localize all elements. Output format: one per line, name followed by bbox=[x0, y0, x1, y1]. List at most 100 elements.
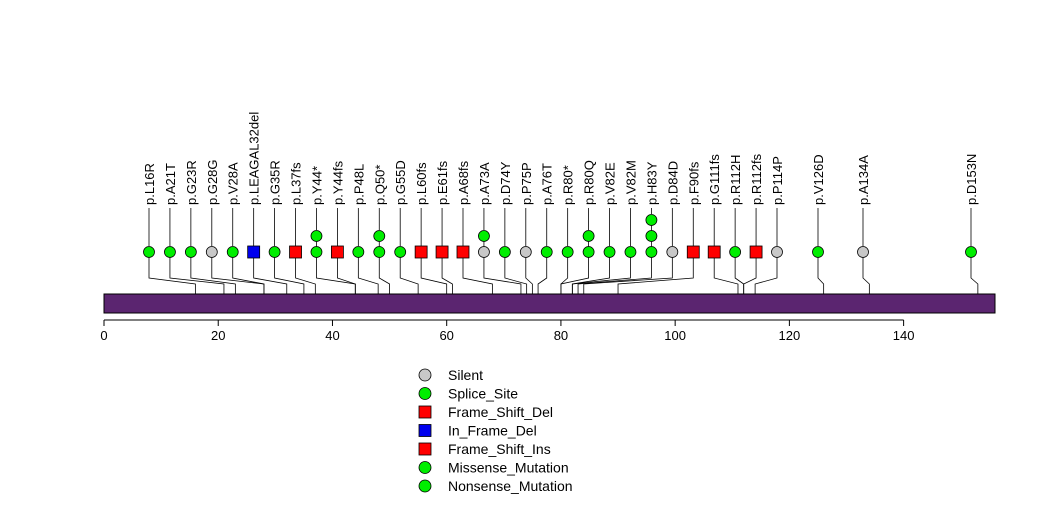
stem-lines bbox=[148, 208, 972, 252]
marker-p.G23R-1 bbox=[184, 246, 197, 258]
marker-p.A76T-1 bbox=[540, 246, 553, 258]
legend-item-frame-shift-del-swatch bbox=[418, 405, 432, 419]
marker-p.A68fs-1 bbox=[456, 245, 470, 259]
mutation-label-p.G55D: p.G55D bbox=[393, 160, 408, 205]
x-axis: 0 20 40 60 80 100 120 140 bbox=[100, 319, 914, 343]
marker-p.D74Y-1 bbox=[498, 246, 511, 258]
legend-item-silent: Silent bbox=[418, 367, 483, 383]
legend-item-frame-shift-ins: Frame_Shift_Ins bbox=[418, 441, 551, 457]
x-tick-label-120: 120 bbox=[779, 328, 801, 343]
marker-p.V28A-1 bbox=[226, 246, 239, 258]
connector-lines bbox=[148, 252, 979, 294]
protein-domain-bar bbox=[103, 293, 996, 314]
marker-p.P114P-1 bbox=[771, 246, 783, 258]
x-tick-label-100: 100 bbox=[664, 328, 686, 343]
mutation-label-p.V126D: p.V126D bbox=[811, 154, 826, 205]
marker-p.V82E-1 bbox=[603, 246, 616, 258]
marker-p.Q50*-1 bbox=[373, 246, 386, 258]
legend-item-frame-shift-ins-label: Frame_Shift_Ins bbox=[448, 441, 551, 457]
mutation-label-p.E61fs: p.E61fs bbox=[435, 160, 450, 205]
connector-p.H83Y bbox=[577, 252, 652, 294]
connector-p.F90fs bbox=[617, 252, 694, 294]
legend-item-in-frame-del: In_Frame_Del bbox=[418, 423, 537, 439]
marker-p.E61fs-1 bbox=[435, 245, 449, 259]
mutation-label-p.H83Y: p.H83Y bbox=[644, 161, 659, 205]
marker-p.L60fs-1 bbox=[414, 245, 428, 259]
connector-p.A134A bbox=[862, 252, 870, 294]
mutation-label-p.F90fs: p.F90fs bbox=[686, 161, 701, 205]
marker-p.L37fs-1 bbox=[289, 245, 302, 259]
marker-p.D153N-1 bbox=[965, 246, 977, 258]
connector-p.A21T bbox=[169, 252, 225, 294]
mutation-label-p.A76T: p.A76T bbox=[540, 163, 555, 205]
x-tick-label-40: 40 bbox=[325, 328, 339, 343]
mutation-labels: p.L16R p.A21T p.G23R p.G28G p.V28A p.LEAGAL32… bbox=[142, 112, 979, 205]
mutation-label-p.P48L: p.P48L bbox=[351, 164, 366, 205]
marker-p.R80Q-1 bbox=[582, 246, 595, 258]
marker-p.R112fs-1 bbox=[749, 245, 763, 259]
mutation-label-p.L37fs: p.L37fs bbox=[289, 162, 304, 205]
legend-item-in-frame-del-label: In_Frame_Del bbox=[448, 423, 537, 439]
mutation-label-p.G111fs: p.G111fs bbox=[707, 154, 722, 205]
connector-p.E61fs bbox=[441, 252, 453, 294]
connector-p.D153N bbox=[970, 252, 979, 294]
mutation-label-p.P114P: p.P114P bbox=[770, 156, 785, 205]
connector-p.D84D bbox=[583, 252, 673, 294]
legend-item-nonsense-mutation: Nonsense_Mutation bbox=[418, 478, 573, 494]
connector-p.D74Y bbox=[504, 252, 528, 294]
connector-p.Y44fs bbox=[336, 252, 356, 294]
mutation-label-p.P75P: p.P75P bbox=[519, 162, 534, 205]
mutation-label-p.Y44*: p.Y44* bbox=[309, 166, 324, 205]
mutation-label-p.R80Q: p.R80Q bbox=[582, 160, 597, 205]
legend-item-splice-site-label: Splice_Site bbox=[448, 386, 518, 402]
mutation-label-p.D84D: p.D84D bbox=[665, 161, 680, 205]
x-tick-label-20: 20 bbox=[211, 328, 225, 343]
legend-item-nonsense-mutation-swatch bbox=[418, 479, 432, 493]
connector-p.P114P bbox=[754, 252, 778, 294]
connector-p.G35R bbox=[274, 252, 305, 294]
connector-p.R112H bbox=[734, 252, 745, 294]
connector-p.R112fs bbox=[743, 252, 757, 294]
legend-item-missense-mutation: Missense_Mutation bbox=[418, 460, 569, 476]
mutation-label-p.R112fs: p.R112fs bbox=[749, 153, 764, 205]
mutation-label-p.Y44fs: p.Y44fs bbox=[330, 160, 345, 205]
marker-p.F90fs-1 bbox=[686, 245, 700, 259]
mutation-label-p.Q50*: p.Q50* bbox=[372, 165, 387, 205]
marker-p.G55D-1 bbox=[394, 246, 407, 258]
mutation-label-p.V82M: p.V82M bbox=[623, 160, 638, 205]
legend-item-splice-site-swatch bbox=[418, 387, 432, 400]
connector-p.V82M bbox=[571, 252, 631, 294]
x-tick-label-80: 80 bbox=[554, 328, 568, 343]
marker-p.LEAGAL32del-1 bbox=[247, 245, 261, 259]
marker-p.A73A-1 bbox=[478, 246, 490, 258]
connector-p.Q50* bbox=[378, 252, 390, 294]
marker-p.G28G-1 bbox=[205, 246, 218, 258]
mutation-label-p.L16R: p.L16R bbox=[142, 163, 157, 205]
marker-p.A21T-1 bbox=[164, 246, 176, 258]
connector-p.R80* bbox=[560, 252, 569, 294]
connector-p.V28A bbox=[232, 252, 265, 294]
marker-p.D84D-1 bbox=[666, 246, 679, 258]
marker-p.A73A-2 bbox=[478, 230, 490, 242]
marker-p.A134A-1 bbox=[857, 246, 869, 258]
connector-p.G23R bbox=[190, 252, 236, 294]
legend-item-silent-swatch bbox=[418, 368, 432, 382]
marker-p.Q50*-2 bbox=[373, 230, 386, 242]
mutation-markers bbox=[143, 214, 977, 259]
connector-p.G111fs bbox=[713, 252, 739, 294]
x-tick-label-60: 60 bbox=[439, 328, 453, 343]
mutation-label-p.R112H: p.R112H bbox=[728, 155, 743, 205]
mutation-label-p.A134A: p.A134A bbox=[856, 155, 871, 205]
legend-item-in-frame-del-swatch bbox=[418, 424, 432, 437]
legend-item-frame-shift-ins-swatch bbox=[418, 442, 432, 456]
connector-p.A73A bbox=[483, 252, 522, 294]
connector-p.LEAGAL32del bbox=[253, 252, 288, 294]
legend-item-missense-mutation-label: Missense_Mutation bbox=[448, 460, 569, 476]
legend-item-silent-label: Silent bbox=[448, 367, 483, 383]
marker-p.R80Q-2 bbox=[582, 230, 595, 242]
marker-p.H83Y-1 bbox=[645, 246, 658, 258]
legend-item-nonsense-mutation-label: Nonsense_Mutation bbox=[448, 478, 573, 494]
marker-p.R112H-1 bbox=[729, 246, 742, 258]
mutation-label-p.LEAGAL32del: p.LEAGAL32del bbox=[247, 112, 262, 205]
